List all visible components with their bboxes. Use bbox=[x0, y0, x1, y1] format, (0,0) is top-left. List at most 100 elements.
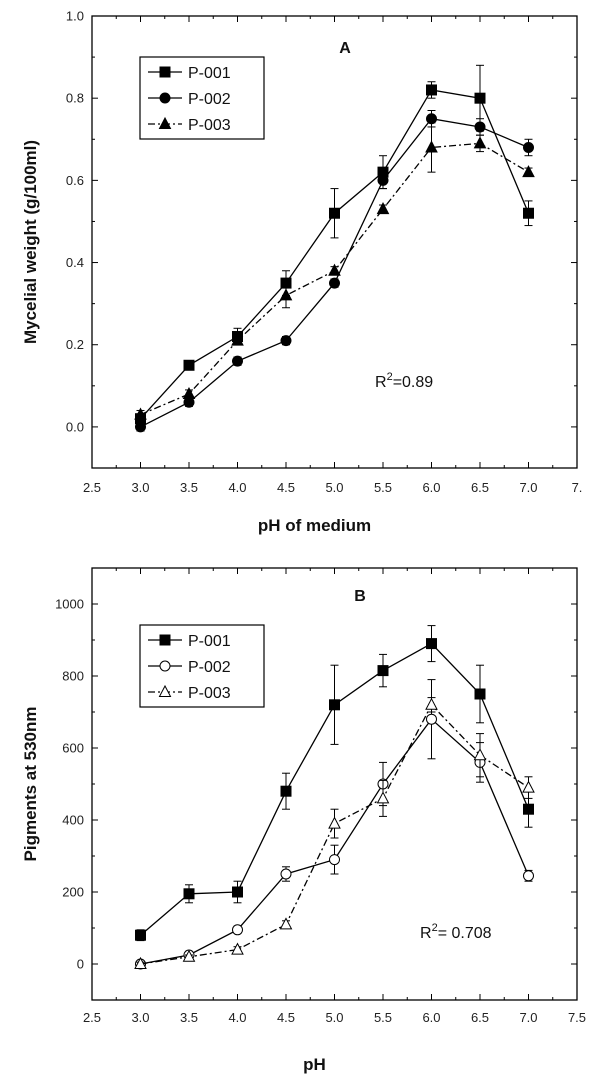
data-point bbox=[523, 803, 534, 815]
x-axis-title: pH bbox=[303, 1055, 326, 1074]
legend-marker bbox=[159, 660, 171, 672]
y-tick-label: 0.4 bbox=[66, 255, 84, 270]
data-point bbox=[183, 888, 195, 900]
data-point bbox=[426, 638, 437, 650]
annotation-superscript: 2 bbox=[432, 922, 438, 934]
annotation-prefix: R bbox=[375, 374, 387, 391]
legend-marker bbox=[159, 634, 171, 646]
data-point bbox=[134, 407, 147, 420]
data-point bbox=[522, 780, 535, 793]
x-tick-label: 7.0 bbox=[519, 1010, 537, 1025]
data-point bbox=[473, 748, 487, 761]
data-point bbox=[328, 263, 341, 276]
data-point bbox=[232, 355, 243, 367]
data-point bbox=[232, 924, 243, 936]
legend-marker bbox=[158, 116, 172, 129]
x-tick-label: 7.0 bbox=[519, 480, 537, 495]
data-point bbox=[231, 942, 244, 955]
panel-letter: A bbox=[339, 40, 351, 57]
annotation-value: = 0.708 bbox=[438, 925, 492, 942]
y-tick-label: 600 bbox=[62, 741, 84, 756]
x-tick-label: 5.5 bbox=[374, 1010, 392, 1025]
data-point bbox=[426, 113, 437, 125]
y-tick-label: 0 bbox=[77, 957, 84, 972]
x-tick-label: 3.0 bbox=[131, 480, 149, 495]
data-point bbox=[523, 207, 534, 219]
series-line bbox=[140, 703, 529, 965]
x-tick-label: 3.0 bbox=[131, 1010, 149, 1025]
x-tick-label: 6.5 bbox=[471, 1010, 489, 1025]
legend: P-001 P-002 P-003 bbox=[139, 624, 265, 708]
y-tick-label: 0.2 bbox=[66, 337, 84, 352]
data-point bbox=[474, 688, 486, 700]
data-point bbox=[231, 333, 244, 346]
x-tick-label: 4.5 bbox=[277, 1010, 295, 1025]
x-tick-label: 7. bbox=[572, 480, 583, 495]
legend-marker bbox=[158, 684, 172, 697]
data-point bbox=[279, 288, 293, 301]
x-tick-label: 6.0 bbox=[422, 1010, 440, 1025]
data-point bbox=[376, 791, 390, 804]
x-tick-label: 6.0 bbox=[422, 480, 440, 495]
data-point bbox=[425, 140, 438, 153]
x-tick-label: 5.0 bbox=[325, 480, 343, 495]
data-point bbox=[474, 121, 486, 133]
legend-marker bbox=[159, 92, 171, 104]
data-point bbox=[426, 713, 437, 725]
legend-marker bbox=[159, 66, 171, 78]
data-point bbox=[329, 854, 340, 866]
data-point bbox=[523, 870, 534, 882]
y-tick-label: 200 bbox=[62, 885, 84, 900]
legend-label: P-001 bbox=[188, 65, 231, 82]
y-tick-label: 400 bbox=[62, 813, 84, 828]
x-tick-label: 2.5 bbox=[83, 480, 101, 495]
data-point bbox=[522, 165, 535, 178]
data-point bbox=[329, 277, 340, 289]
legend: P-001 P-002 P-003 bbox=[139, 56, 265, 140]
annotation-superscript: 2 bbox=[387, 371, 393, 383]
series-p-003 bbox=[134, 697, 535, 969]
x-tick-label: 4.0 bbox=[228, 480, 246, 495]
y-tick-label: 0.8 bbox=[66, 91, 84, 106]
y-tick-label: 1000 bbox=[55, 597, 84, 612]
legend-label: P-003 bbox=[188, 685, 231, 702]
chart-panel-a: 2.5 3.0 3.5 4.0 4.5 5.0 5.5 6.0 6.5 7.0 7. 0.0 0.2 0.… bbox=[21, 9, 582, 536]
series-p-003 bbox=[134, 122, 535, 420]
series-p-002 bbox=[135, 110, 534, 433]
x-tick-label: 4.0 bbox=[228, 1010, 246, 1025]
y-tick-label: 1.0 bbox=[66, 9, 84, 24]
data-point bbox=[134, 956, 147, 969]
r-squared-annotation: R2= 0.708 bbox=[420, 922, 492, 942]
y-tick-label: 800 bbox=[62, 669, 84, 684]
legend-label: P-002 bbox=[188, 91, 231, 108]
x-tick-label: 3.5 bbox=[180, 1010, 198, 1025]
data-point bbox=[329, 699, 340, 711]
data-point bbox=[182, 386, 196, 400]
panel-letter: B bbox=[354, 588, 366, 605]
r-squared-annotation: R2=0.89 bbox=[375, 371, 433, 391]
data-point bbox=[377, 174, 389, 186]
x-tick-label: 4.5 bbox=[277, 480, 295, 495]
data-point bbox=[329, 207, 340, 219]
y-tick-label: 0.0 bbox=[66, 419, 84, 434]
legend-label: P-002 bbox=[188, 659, 231, 676]
data-point bbox=[473, 136, 487, 149]
data-point bbox=[376, 202, 390, 215]
annotation-prefix: R bbox=[420, 925, 432, 942]
x-axis-title: pH of medium bbox=[258, 516, 371, 535]
y-axis-title: Mycelial weight (g/100ml) bbox=[21, 140, 40, 344]
annotation-value: =0.89 bbox=[393, 374, 434, 391]
data-point bbox=[280, 785, 292, 797]
x-tick-label: 7.5 bbox=[568, 1010, 586, 1025]
legend-label: P-001 bbox=[188, 633, 231, 650]
data-point bbox=[474, 92, 486, 104]
data-point bbox=[279, 917, 293, 930]
x-tick-label: 2.5 bbox=[83, 1010, 101, 1025]
data-point bbox=[280, 868, 292, 880]
y-tick-label: 0.6 bbox=[66, 173, 84, 188]
data-point bbox=[328, 816, 341, 829]
data-point bbox=[426, 84, 437, 96]
data-point bbox=[182, 949, 196, 962]
data-point bbox=[135, 421, 146, 433]
